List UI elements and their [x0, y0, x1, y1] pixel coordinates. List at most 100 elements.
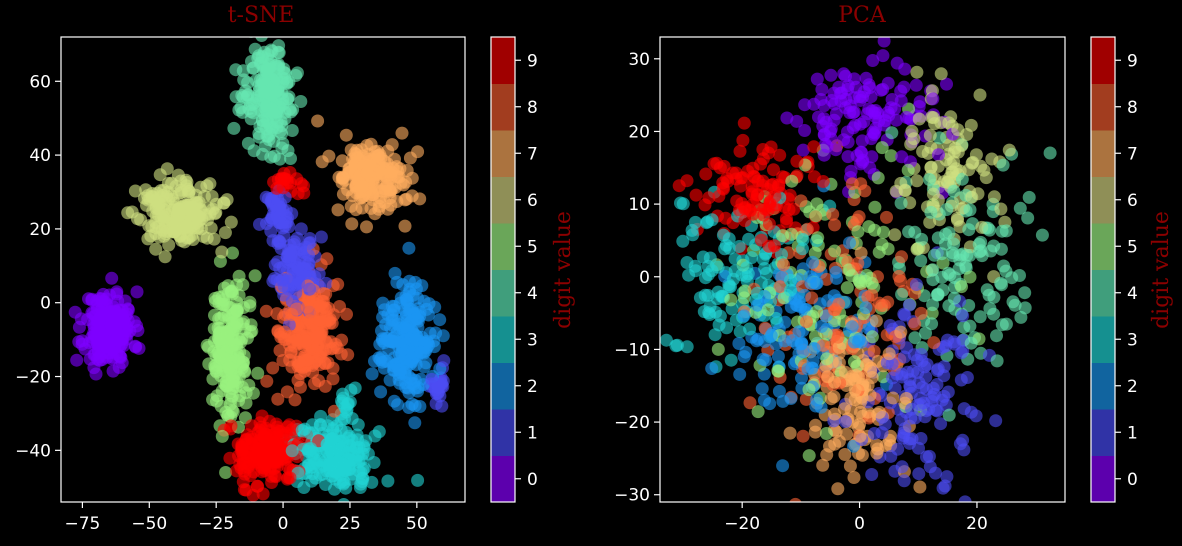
tsne-point-digit-7 — [349, 203, 363, 217]
pca-point-digit-1 — [936, 481, 950, 495]
pca-point-digit-5 — [865, 330, 879, 344]
pca-point-digit-8 — [832, 297, 846, 311]
tsne-point-digit-2 — [402, 401, 416, 414]
tsne-point-digit-4 — [290, 66, 304, 80]
pca-point-digit-3 — [775, 248, 788, 261]
tsne-point-digit-2 — [414, 345, 428, 359]
tsne-colorbar-segment-2 — [491, 362, 515, 410]
tsne-point-digit-2 — [411, 384, 425, 398]
tsne-point-digit-1 — [268, 258, 282, 272]
pca-point-digit-7 — [853, 429, 867, 443]
pca-point-digit-7 — [886, 391, 900, 405]
pca-colorbar-tick-label: 7 — [1127, 144, 1138, 164]
tsne-point-digit-6 — [169, 223, 183, 237]
pca-point-digit-8 — [805, 291, 819, 305]
pca-point-digit-3 — [708, 328, 722, 342]
pca-point-digit-0 — [829, 107, 843, 121]
pca-point-digit-6 — [910, 174, 924, 188]
tsne-point-digit-8 — [270, 307, 284, 321]
pca-point-digit-7 — [809, 418, 822, 432]
pca-point-digit-6 — [931, 159, 945, 173]
pca-point-digit-0 — [869, 121, 883, 135]
pca-point-digit-6 — [923, 128, 937, 142]
tsne-point-digit-3 — [354, 465, 368, 479]
pca-colorbar-segment-9 — [1091, 37, 1115, 84]
tsne-point-digit-4 — [241, 76, 255, 90]
tsne-point-digit-9 — [283, 471, 297, 485]
tsne-point-digit-8 — [273, 344, 287, 357]
tsne-point-digit-5 — [219, 466, 233, 479]
tsne-colorbar-tick-label: 9 — [527, 51, 538, 71]
pca-point-digit-7 — [894, 325, 908, 339]
pca-point-digit-5 — [820, 352, 834, 366]
pca-point-digit-1 — [894, 413, 908, 427]
pca-point-digit-4 — [885, 126, 899, 140]
tsne-point-digit-7 — [400, 164, 414, 177]
pca-point-digit-6 — [947, 155, 961, 169]
pca-point-digit-9 — [680, 174, 694, 188]
pca-point-digit-6 — [934, 67, 948, 81]
pca-point-digit-3 — [676, 197, 690, 211]
tsne-point-digit-4 — [252, 49, 266, 63]
pca-point-digit-2 — [732, 337, 746, 350]
tsne-point-digit-3 — [354, 477, 368, 491]
pca-point-digit-0 — [824, 68, 838, 82]
tsne-point-digit-9 — [269, 470, 283, 484]
pca-point-digit-3 — [705, 264, 719, 278]
pca-point-digit-6 — [977, 163, 991, 177]
pca-point-digit-7 — [831, 482, 845, 496]
pca-point-digit-7 — [828, 407, 842, 421]
pca-point-digit-2 — [772, 384, 786, 398]
tsne-point-digit-7 — [356, 149, 370, 163]
tsne-colorbar: 0 1 2 3 4 5 6 7 8 9 — [490, 36, 538, 503]
pca-point-digit-8 — [743, 396, 757, 410]
tsne-point-digit-2 — [402, 241, 416, 255]
pca-point-digit-4 — [919, 326, 932, 340]
pca-point-digit-4 — [1013, 201, 1027, 215]
tsne-point-digit-3 — [365, 475, 379, 489]
pca-point-digit-8 — [908, 317, 922, 331]
pca-point-digit-4 — [994, 276, 1008, 290]
pca-point-digit-2 — [809, 277, 823, 290]
tsne-point-digit-2 — [375, 332, 389, 346]
pca-point-digit-3 — [784, 283, 798, 297]
tsne-x-tick-label: 50 — [406, 514, 428, 534]
tsne-point-digit-6 — [128, 184, 142, 198]
pca-point-digit-4 — [996, 158, 1010, 172]
pca-point-digit-4 — [999, 317, 1013, 331]
tsne-point-digit-5 — [219, 405, 233, 419]
pca-point-digit-3 — [724, 353, 738, 367]
tsne-point-digit-8 — [312, 299, 326, 313]
tsne-point-digit-0 — [95, 328, 109, 342]
tsne-point-digit-0 — [75, 337, 89, 351]
pca-point-digit-3 — [722, 232, 736, 246]
pca-point-digit-2 — [792, 325, 806, 339]
tsne-point-digit-4 — [283, 102, 297, 116]
tsne-point-digit-5 — [248, 269, 262, 283]
pca-point-digit-2 — [733, 367, 747, 381]
pca-point-digit-1 — [903, 379, 917, 393]
tsne-point-digit-4 — [276, 137, 290, 150]
pca-point-digit-8 — [851, 256, 865, 270]
tsne-point-digit-6 — [121, 206, 135, 220]
tsne-x-tick-label: −75 — [64, 514, 100, 534]
tsne-point-digit-2 — [392, 347, 406, 361]
tsne-point-digit-0 — [89, 367, 103, 381]
pca-colorbar-segment-7 — [1091, 130, 1115, 177]
tsne-point-digit-7 — [385, 165, 399, 179]
pca-point-digit-1 — [989, 414, 1003, 428]
tsne-point-digit-6 — [158, 250, 172, 264]
pca-x-tick-label: 0 — [854, 514, 865, 534]
pca-point-digit-0 — [866, 54, 880, 67]
pca-point-digit-6 — [912, 112, 926, 126]
tsne-point-digit-0 — [131, 324, 145, 337]
pca-point-digit-4 — [1018, 286, 1032, 300]
pca-point-digit-9 — [736, 171, 750, 185]
tsne-point-digit-0 — [111, 328, 125, 342]
tsne-point-digit-8 — [327, 308, 341, 322]
pca-point-digit-8 — [777, 258, 790, 272]
tsne-point-digit-2 — [421, 308, 435, 322]
pca-point-digit-4 — [990, 354, 1004, 368]
pca-point-digit-5 — [845, 269, 859, 283]
pca-point-digit-0 — [909, 78, 923, 92]
